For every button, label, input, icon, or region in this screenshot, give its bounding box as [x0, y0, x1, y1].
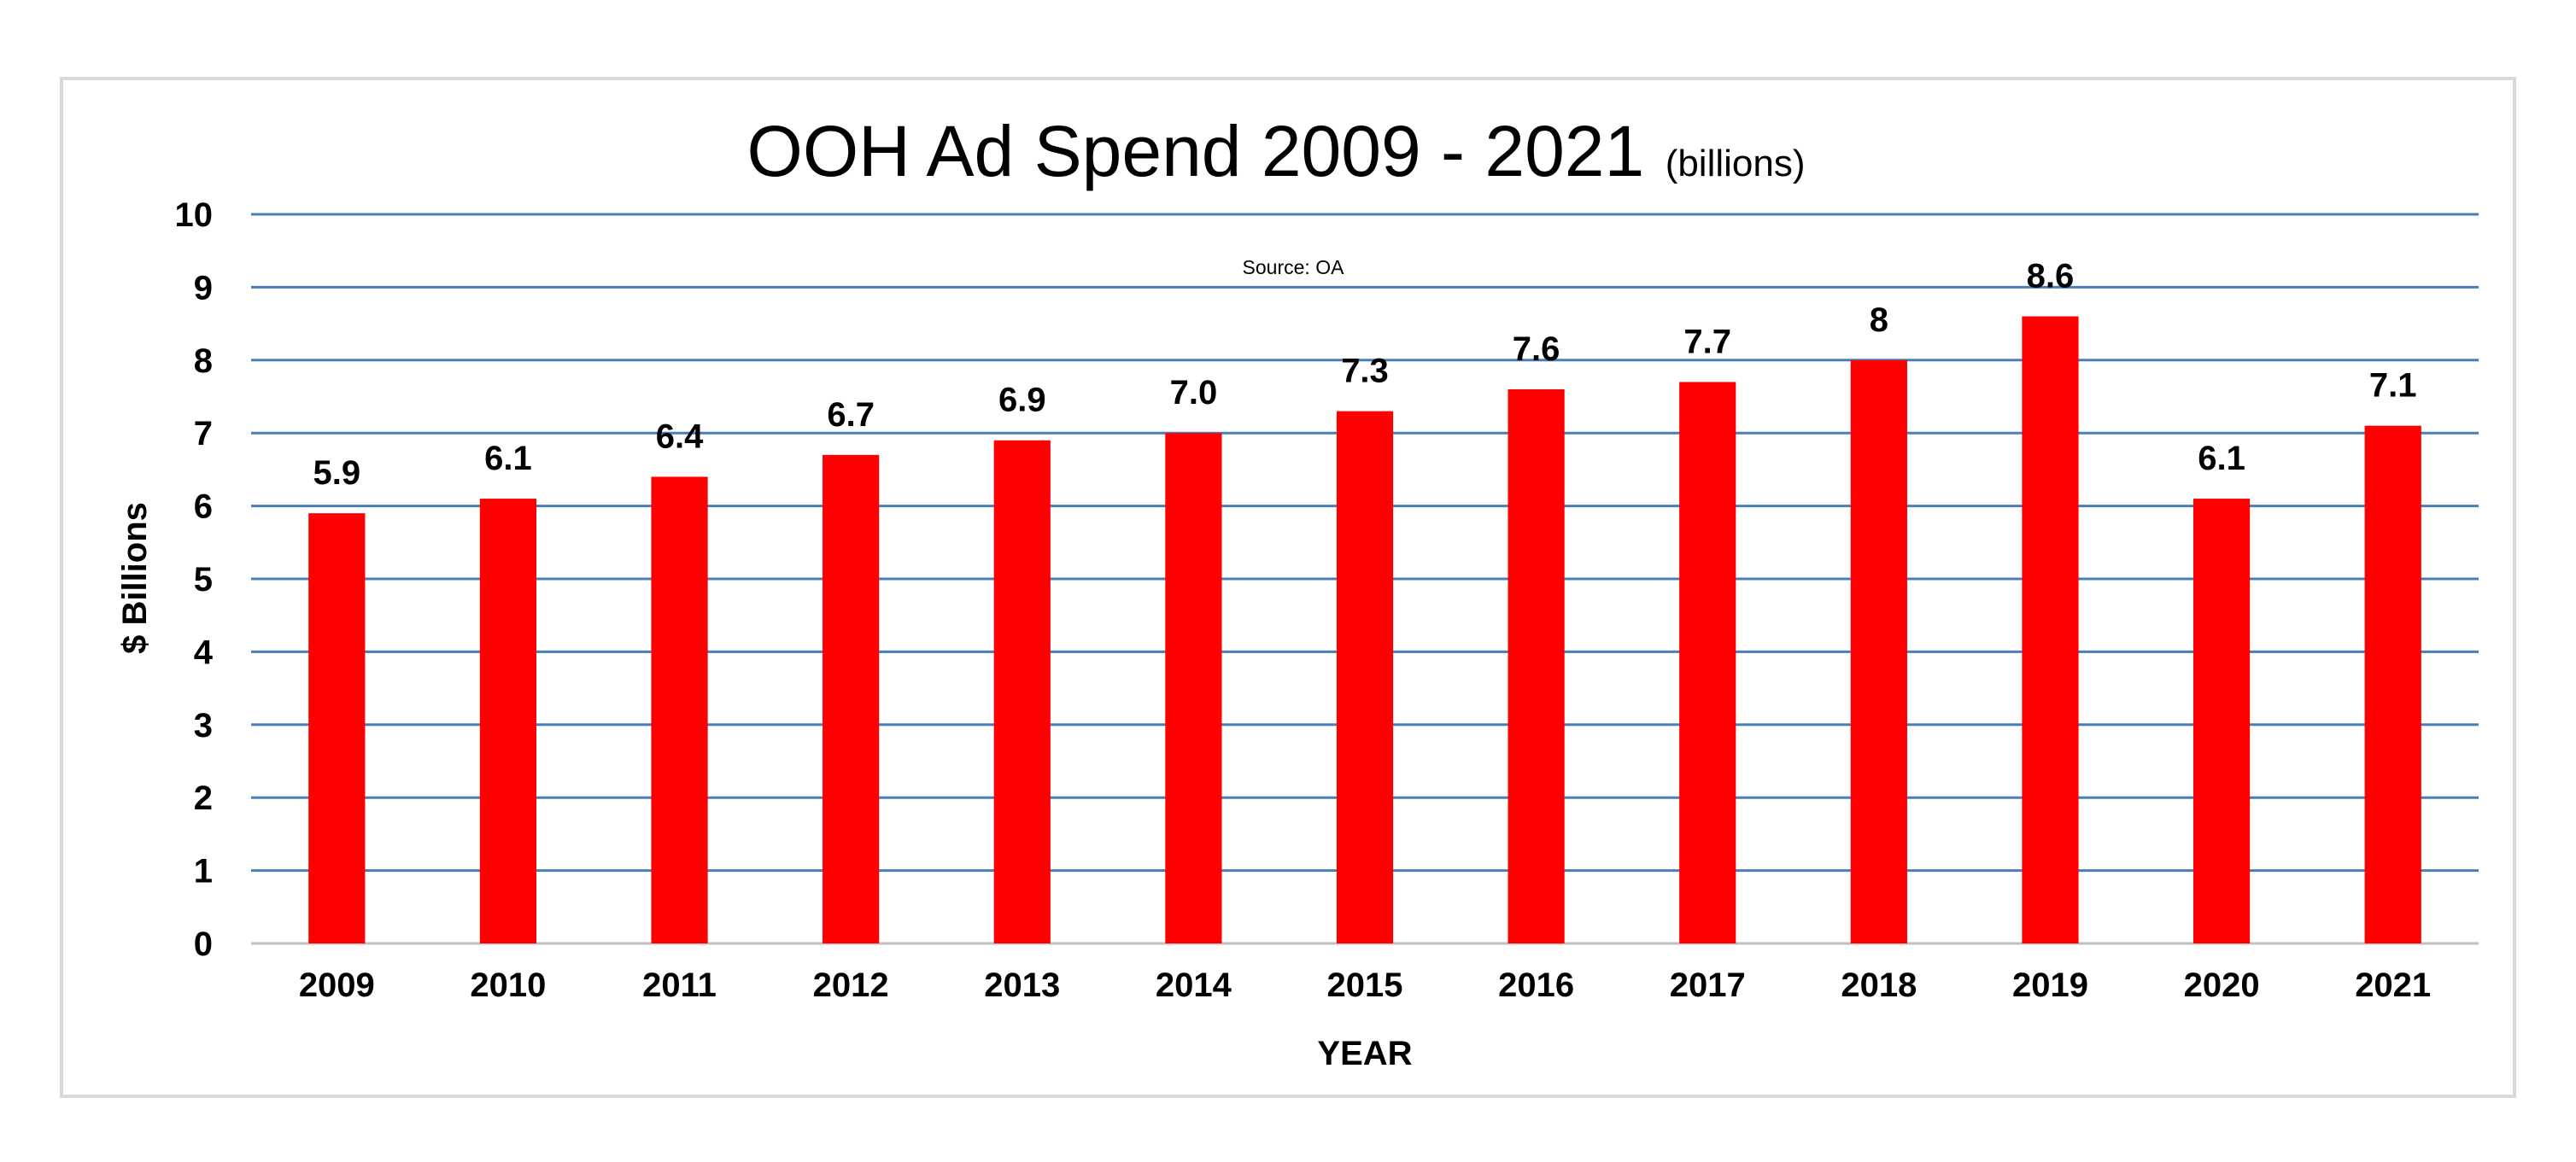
bar-2020 [2193, 499, 2251, 943]
y-axis-ticks: 0 1 2 3 4 5 6 7 8 9 10 [175, 196, 214, 963]
bar-2009 [308, 513, 366, 943]
x-tick-label-2009: 2009 [299, 966, 375, 1004]
source-annotation: Source: OA [1243, 256, 1345, 278]
bar-2019 [2022, 316, 2079, 943]
chart-title-main: OOH Ad Spend 2009 - 2021 [746, 111, 1644, 191]
chart-frame: 5.9 6.1 6.4 6.7 6.9 7.0 7.3 7.6 7.7 8 8.6 6.1 7.1 0 1… [60, 77, 2516, 1098]
bar-2014 [1165, 433, 1222, 943]
x-tick-label-2020: 2020 [2184, 966, 2260, 1004]
data-label-2013: 6.9 [998, 382, 1046, 419]
data-label-2012: 6.7 [827, 396, 875, 434]
chart-title: OOH Ad Spend 2009 - 2021 (billions) [746, 111, 1805, 191]
bar-2017 [1679, 382, 1736, 943]
y-tick-label: 8 [194, 342, 213, 380]
x-tick-label-2015: 2015 [1327, 966, 1403, 1004]
y-tick-label: 6 [194, 488, 213, 526]
bar-2013 [993, 440, 1051, 943]
y-tick-label: 5 [194, 561, 213, 599]
data-label-2016: 7.6 [1513, 330, 1560, 368]
bar-2018 [1850, 359, 1907, 943]
y-tick-label: 2 [194, 780, 213, 817]
data-label-2017: 7.7 [1683, 323, 1731, 360]
y-tick-label: 7 [194, 415, 213, 453]
y-axis-title: $ Billions [116, 502, 154, 654]
bar-2010 [479, 499, 537, 943]
chart-title-subtitle: (billions) [1666, 143, 1806, 184]
data-labels: 5.9 6.1 6.4 6.7 6.9 7.0 7.3 7.6 7.7 8 8.6 6.1 7.1 [313, 258, 2417, 493]
x-tick-label-2012: 2012 [813, 966, 889, 1004]
y-tick-label: 10 [175, 196, 214, 234]
data-label-2015: 7.3 [1341, 353, 1389, 390]
bar-2015 [1336, 411, 1394, 944]
x-tick-label-2014: 2014 [1156, 966, 1232, 1004]
x-axis-ticks: 2009 2010 2011 2012 2013 2014 2015 2016 2017 2018… [299, 966, 2431, 1004]
data-label-2018: 8 [1870, 301, 1888, 339]
bars [308, 316, 2421, 944]
x-tick-label-2011: 2011 [642, 966, 717, 1004]
data-label-2009: 5.9 [313, 454, 361, 492]
x-tick-label-2021: 2021 [2355, 966, 2431, 1004]
bar-2012 [823, 454, 880, 943]
x-tick-label-2019: 2019 [2012, 966, 2088, 1004]
y-tick-label: 9 [194, 269, 213, 307]
x-tick-label-2013: 2013 [984, 966, 1060, 1004]
x-tick-label-2017: 2017 [1670, 966, 1746, 1004]
y-tick-label: 3 [194, 707, 213, 744]
chart-svg: 5.9 6.1 6.4 6.7 6.9 7.0 7.3 7.6 7.7 8 8.6 6.1 7.1 0 1… [116, 111, 2479, 1072]
data-label-2010: 6.1 [484, 440, 532, 477]
x-axis-title: YEAR [1317, 1035, 1412, 1072]
data-label-2019: 8.6 [2027, 258, 2075, 295]
y-tick-label: 4 [194, 634, 214, 671]
data-label-2021: 7.1 [2369, 367, 2417, 405]
x-tick-label-2018: 2018 [1841, 966, 1917, 1004]
data-label-2020: 6.1 [2198, 440, 2245, 477]
bar-2011 [651, 476, 708, 943]
bar-2021 [2364, 425, 2421, 943]
x-tick-label-2010: 2010 [470, 966, 546, 1004]
bar-2016 [1508, 388, 1565, 944]
data-label-2014: 7.0 [1170, 374, 1218, 412]
data-label-2011: 6.4 [656, 418, 704, 455]
x-tick-label-2016: 2016 [1498, 966, 1574, 1004]
y-tick-label: 0 [194, 926, 213, 963]
y-tick-label: 1 [194, 853, 213, 890]
